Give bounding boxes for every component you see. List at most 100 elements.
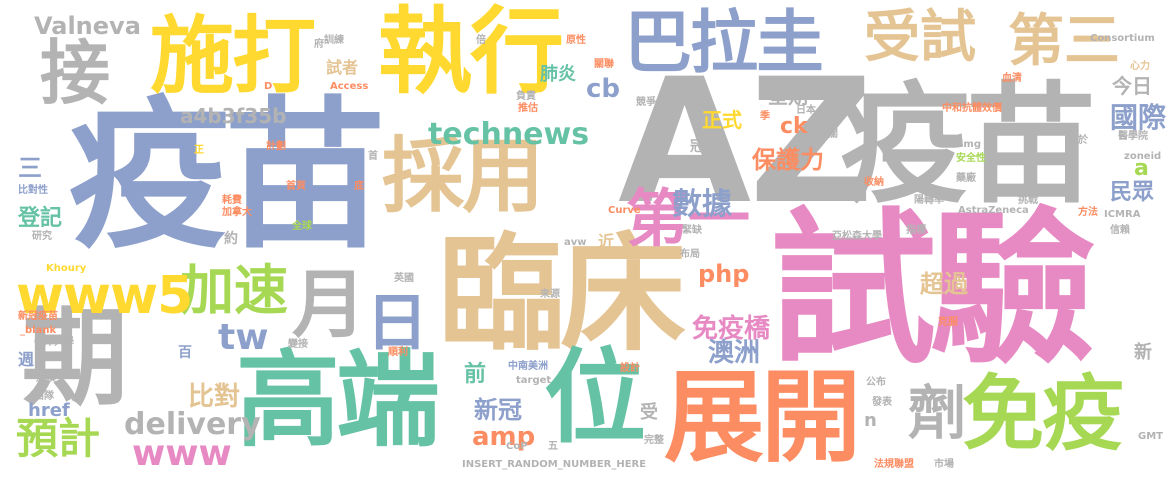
word-shida: 施打 (150, 7, 316, 105)
word-laiyuan: 來源 (540, 289, 560, 300)
word-cb: cb (586, 74, 621, 104)
word-zheng: 正 (194, 145, 204, 156)
word-www5: www5 (16, 266, 193, 326)
word-jinri: 今日 (1112, 74, 1152, 98)
word-dengji: 登記 (18, 206, 63, 231)
word-amp: amp (472, 422, 536, 452)
word-yaozhen: 藥廠 (956, 173, 976, 184)
word-delivery: delivery (124, 407, 261, 442)
word-technews: technews (428, 117, 590, 152)
word-ji: 劑 (908, 379, 967, 447)
word-bai: 百 (178, 345, 192, 361)
word-wu: 五 (548, 441, 558, 452)
word-disan: 第三 (1008, 9, 1120, 74)
word-ribeng: 日本 (796, 105, 816, 116)
word-xinlai: 信賴 (1110, 225, 1130, 236)
word-fabiao: 發表 (872, 397, 892, 408)
word-target: target (516, 375, 552, 386)
word-yasongjia: 亞松森大學 (832, 231, 882, 242)
word-shouzhe: 試者 (326, 58, 359, 77)
word-zhixing: 執行 (378, 0, 564, 107)
word-bei: 倍 (476, 35, 486, 46)
word-bujv: 布局 (680, 249, 700, 260)
word-jingzheng: 競爭 (636, 97, 656, 108)
word-img: img (960, 139, 982, 150)
word-shoushi: 受試 (864, 5, 976, 70)
word-d: D (264, 81, 273, 92)
word-xinli: 心力 (1130, 61, 1150, 72)
word-cop: CoP (506, 441, 528, 452)
word-shuju: 數據 (672, 187, 732, 222)
word-zhou: 週 (18, 350, 35, 369)
word-xueqi: 學者 (826, 185, 846, 196)
word-fangfa: 方法 (1078, 207, 1098, 218)
word-anquanxing: 安全性 (956, 153, 986, 164)
word-kefu: 克服 (938, 317, 958, 328)
word-zhonghe: 中和抗體效價 (942, 103, 1002, 114)
word-avw: avw (564, 237, 587, 248)
word-xunlian: 訓練 (324, 35, 344, 46)
word-zoneid: zoneid (1124, 151, 1162, 162)
word-fagui: 法規聯盟 (874, 459, 914, 470)
word-bidui: 比對 (188, 382, 241, 412)
word-zhengshi: 正式 (702, 108, 742, 132)
word-fuze: 負責 (516, 91, 536, 102)
word-balagui: 巴拉圭 (624, 4, 824, 83)
word-valneva: Valneva (34, 12, 141, 40)
word-tuanti: 團隊 (34, 391, 54, 402)
word-tiaozhan: 挑戰 (1018, 195, 1038, 206)
word-shunli: 順利 (388, 347, 408, 358)
word-jie: 接 (40, 32, 110, 114)
word-jin: 近 (598, 232, 615, 251)
word-caiyong: 採用 (382, 129, 544, 224)
word-php: php (698, 260, 750, 288)
word-xinguanyimiao: 新冠疫苗 (18, 311, 58, 322)
word-chaoguo: 超過 (920, 270, 968, 298)
word-insert: INSERT_RANDOM_NUMBER_HERE (462, 459, 647, 470)
word-jinque: 緊缺 (682, 225, 702, 236)
word-az: AZ (618, 41, 874, 242)
word-jiasu: 加速 (180, 259, 288, 322)
word-a: a (1134, 156, 1149, 181)
word-xingqi: 星期 (768, 84, 808, 108)
word-linchuang: 臨床 (438, 221, 686, 368)
word-xiangguan: 相關 (818, 129, 838, 140)
word-astrazeneca: AstraZeneca (958, 205, 1029, 216)
word-shou: 受 (640, 402, 658, 423)
word-n: n (864, 410, 877, 431)
word-mianyiqiao: 免疫橋 (692, 314, 771, 344)
word-mianyi: 免疫 (962, 367, 1124, 462)
word-zhongnanmei: 中南美洲 (508, 361, 548, 372)
word-gmt: GMT (1138, 431, 1163, 442)
word-yixueyuan: 醫學院 (1118, 131, 1148, 142)
word-shoulian: 收納 (864, 177, 884, 188)
word-yuanxing: 原性 (566, 35, 586, 46)
word-zhibiao: 指標 (906, 225, 926, 236)
word-di: 底 (354, 181, 364, 192)
word-guimo: 規模 (36, 373, 56, 384)
word-qi: 期 (22, 297, 128, 420)
word-consortium: Consortium (1090, 33, 1155, 44)
word-yangzhuanzhe: 陽轉率 (914, 195, 944, 206)
word-src: src (810, 185, 827, 196)
word-curve: Curve (608, 205, 641, 216)
word-wanbei: 完整 (644, 435, 664, 446)
word-ck: ck (780, 114, 808, 139)
word-shichang: 市場 (934, 459, 954, 470)
word-blank: _blank (20, 325, 57, 336)
word-biantan: 變接 (288, 339, 308, 350)
word-xin: 新 (1134, 342, 1152, 363)
word-yanjiu: 研究 (32, 231, 52, 242)
word-aozhou: 澳洲 (708, 338, 761, 368)
word-jihua: 計劃 (266, 141, 286, 152)
word-ji2: 季 (760, 111, 770, 122)
word-shiyan: 試驗 (770, 194, 1096, 387)
word-zhankai: 展開 (664, 359, 861, 476)
word-khoury: Khoury (46, 263, 87, 274)
word-yue2: 約 (224, 231, 238, 247)
word-haofei: 耗費 (222, 195, 242, 206)
word-xinguan: 新冠 (474, 396, 522, 424)
word-bidui2: 比對性 (18, 185, 48, 196)
word-baohuli: 保護力 (752, 146, 824, 174)
